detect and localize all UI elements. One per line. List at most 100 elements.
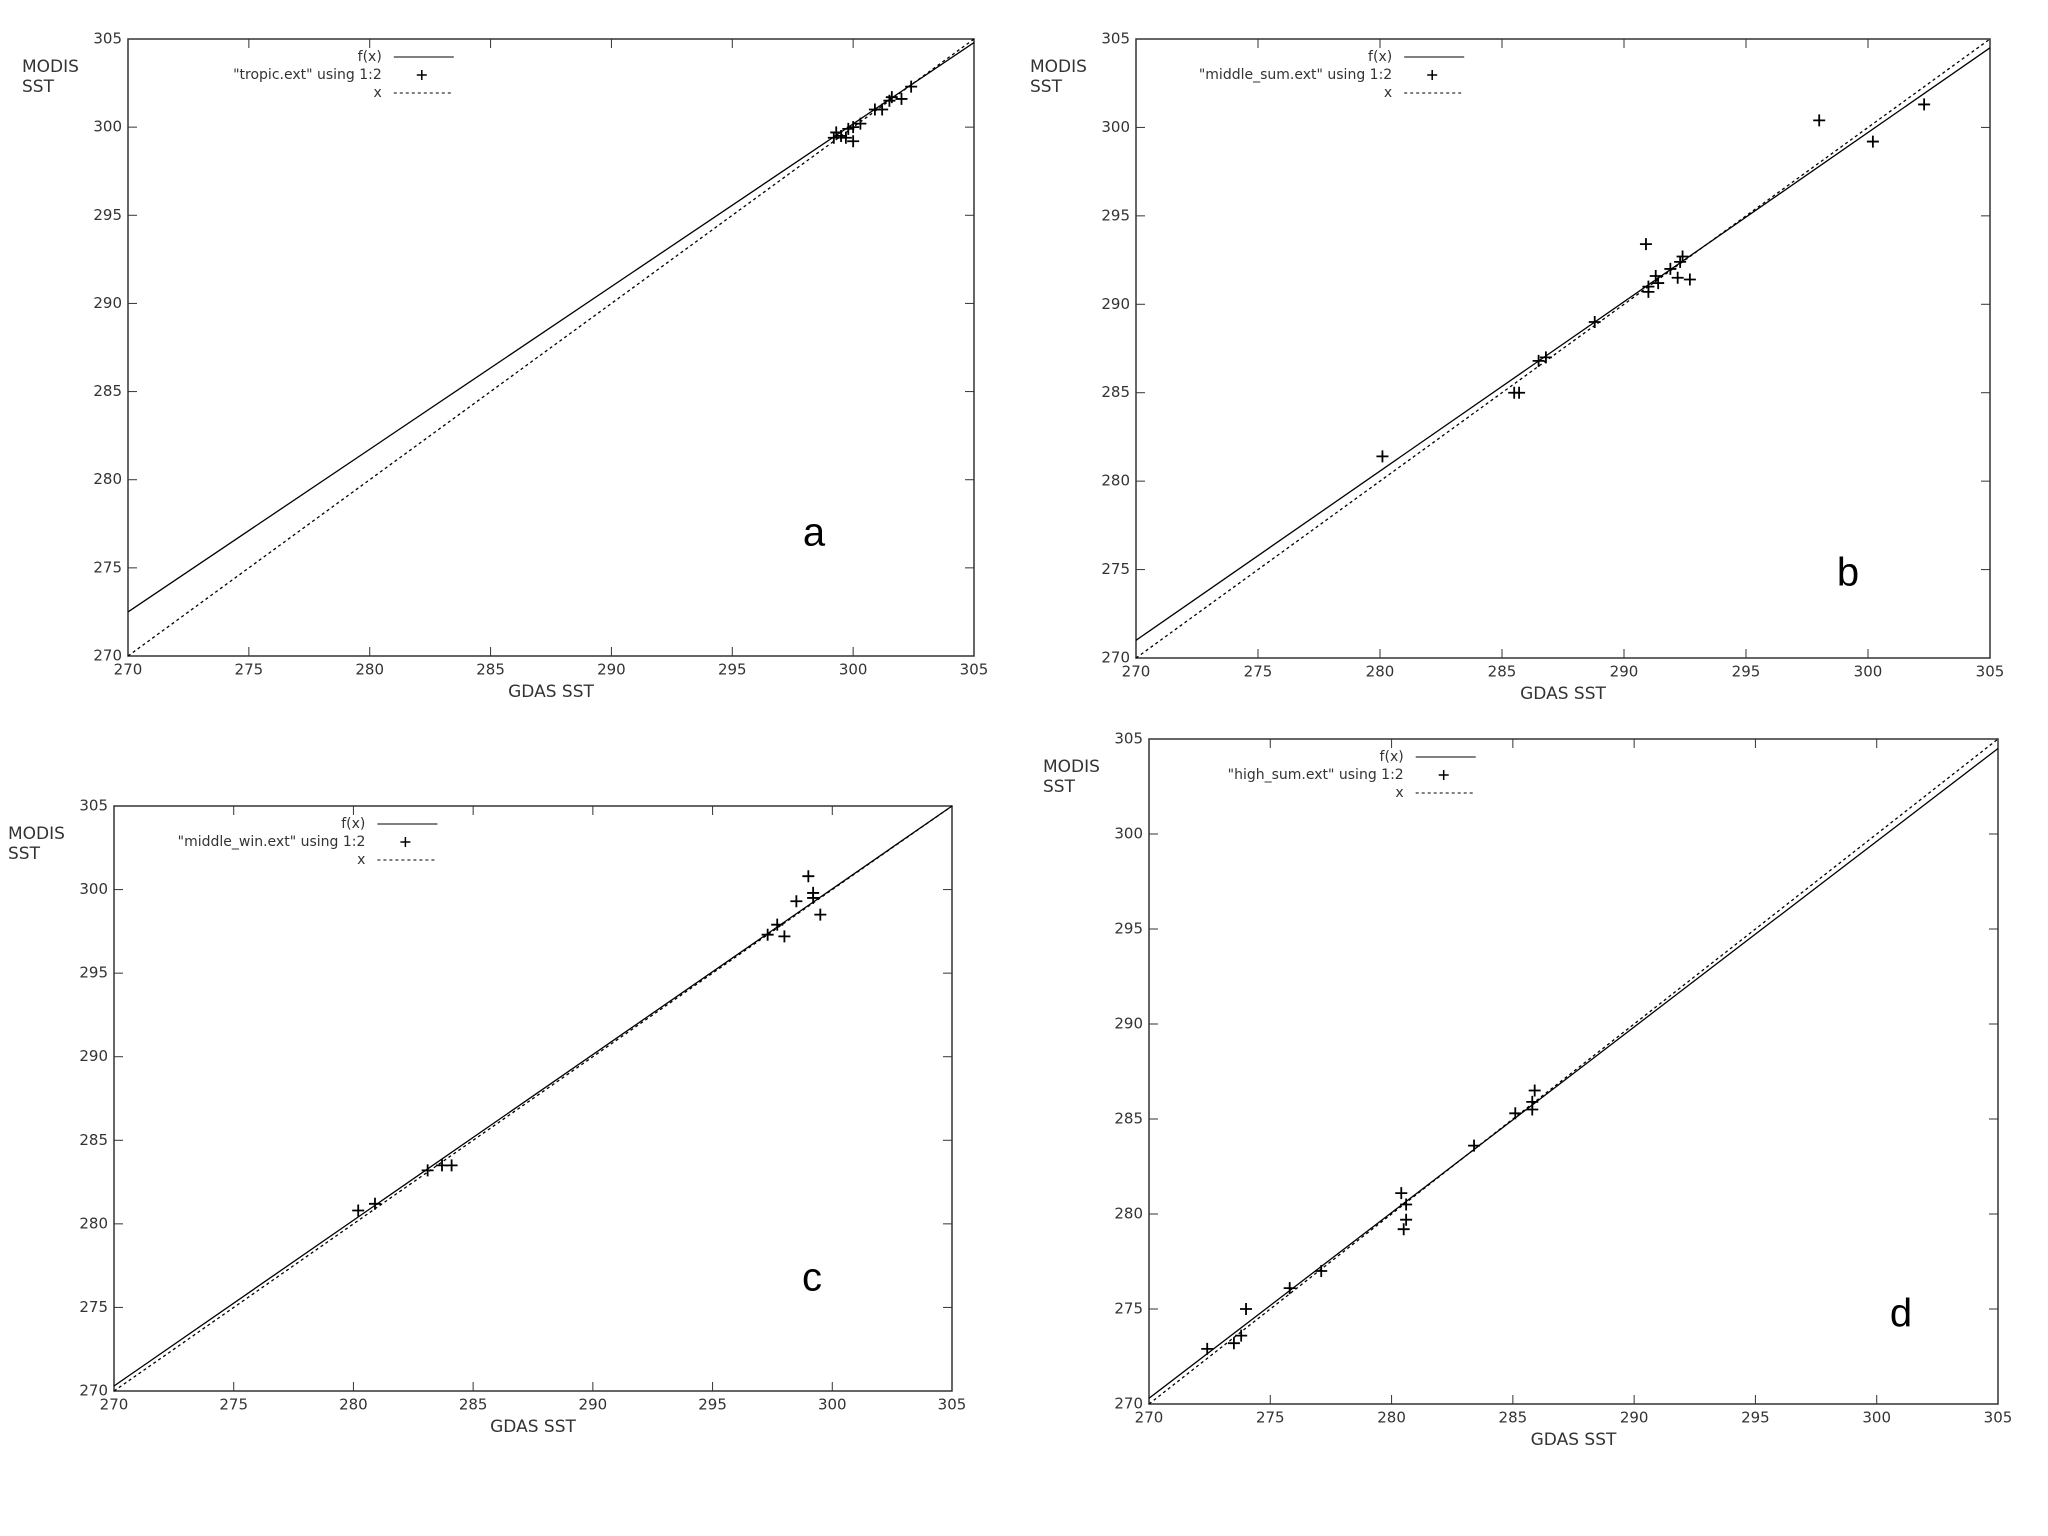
point: [1526, 1095, 1539, 1108]
panel-label: a: [803, 511, 826, 555]
y-tick-label: 300: [93, 118, 122, 136]
y-tick-label: 275: [79, 1298, 108, 1316]
legend-marker: [1438, 770, 1449, 780]
point: [1227, 1337, 1240, 1350]
fit-line: [127, 41, 975, 613]
x-tick-label: 300: [1854, 663, 1883, 681]
point: [842, 122, 855, 135]
x-tick-label: 275: [219, 1396, 248, 1414]
legend-label: "middle_win.ext" using 1:2: [178, 834, 366, 850]
y-tick-label: 280: [1114, 1205, 1143, 1223]
fit-line: [113, 805, 953, 1387]
legend-label: f(x): [341, 816, 365, 832]
y-tick-label: 270: [1114, 1395, 1143, 1413]
point: [814, 908, 827, 921]
x-tick-label: 295: [698, 1396, 727, 1414]
fit-line: [1135, 47, 1991, 641]
plot-frame: [1135, 38, 1991, 659]
point: [1649, 269, 1662, 282]
y-tick-label: 275: [93, 558, 122, 576]
y-axis-label: SST: [1043, 777, 1076, 797]
point: [761, 928, 774, 941]
x-axis-label: GDAS SST: [508, 682, 594, 702]
x-tick-label: 280: [1366, 663, 1395, 681]
point: [1397, 1223, 1410, 1236]
y-tick-label: 300: [79, 880, 108, 898]
legend-label: x: [1384, 85, 1392, 101]
x-tick-label: 300: [818, 1396, 847, 1414]
point: [1813, 114, 1826, 127]
x-tick-label: 305: [1984, 1409, 2013, 1427]
point: [1513, 386, 1526, 399]
legend-label: f(x): [358, 49, 382, 65]
y-tick-label: 295: [79, 964, 108, 982]
point: [847, 135, 860, 148]
y-axis-label: MODIS: [8, 824, 65, 844]
point: [771, 918, 784, 931]
x-axis-label: GDAS SST: [1531, 1430, 1617, 1450]
fit-line: [113, 805, 953, 1392]
point: [421, 1164, 434, 1177]
x-tick-label: 295: [1741, 1409, 1770, 1427]
x-tick-label: 290: [597, 661, 626, 679]
y-axis-label: MODIS: [1043, 757, 1100, 777]
x-tick-label: 285: [459, 1396, 488, 1414]
y-axis-label: SST: [8, 844, 41, 864]
legend-marker: [416, 70, 427, 80]
x-tick-label: 285: [1499, 1409, 1528, 1427]
y-tick-label: 305: [79, 797, 108, 815]
x-tick-label: 290: [1610, 663, 1639, 681]
point: [352, 1204, 365, 1217]
y-tick-label: 285: [93, 382, 122, 400]
panel-label: d: [1890, 1292, 1912, 1336]
point: [1468, 1139, 1481, 1152]
point: [368, 1197, 381, 1210]
x-tick-label: 305: [1976, 663, 2005, 681]
point: [895, 92, 908, 105]
legend-label: x: [374, 85, 382, 101]
point: [1395, 1187, 1408, 1200]
y-tick-label: 275: [1101, 560, 1130, 578]
x-tick-label: 275: [1244, 663, 1273, 681]
x-tick-label: 275: [235, 661, 264, 679]
x-tick-label: 300: [1862, 1409, 1891, 1427]
x-tick-label: 290: [1620, 1409, 1649, 1427]
x-tick-label: 285: [1488, 663, 1517, 681]
y-tick-label: 295: [1114, 920, 1143, 938]
y-tick-label: 275: [1114, 1300, 1143, 1318]
x-tick-label: 270: [114, 661, 143, 679]
x-tick-label: 305: [960, 661, 989, 679]
panel-label: b: [1837, 551, 1859, 595]
fit-line: [1135, 38, 1991, 659]
plot-frame: [127, 38, 975, 657]
x-tick-label: 290: [579, 1396, 608, 1414]
point: [1528, 1084, 1541, 1097]
point: [1315, 1265, 1328, 1277]
point: [778, 930, 791, 943]
point: [1664, 262, 1677, 275]
x-axis-label: GDAS SST: [490, 1417, 576, 1437]
x-tick-label: 280: [1377, 1409, 1406, 1427]
point: [1240, 1303, 1253, 1315]
point: [1639, 238, 1652, 251]
point: [1400, 1198, 1413, 1211]
point: [905, 80, 918, 93]
fit-line: [1148, 738, 1999, 1405]
y-tick-label: 305: [93, 30, 122, 48]
point: [1676, 250, 1689, 263]
y-axis-label: MODIS: [1030, 57, 1087, 77]
legend-label: f(x): [1368, 49, 1392, 65]
point: [445, 1159, 458, 1172]
fit-line: [127, 38, 975, 657]
point: [1235, 1329, 1248, 1342]
y-tick-label: 305: [1101, 30, 1130, 48]
point: [1652, 277, 1665, 290]
point: [1201, 1342, 1214, 1355]
x-tick-label: 300: [839, 661, 868, 679]
y-tick-label: 290: [93, 294, 122, 312]
point: [807, 891, 820, 904]
panel-label: c: [802, 1256, 822, 1300]
point: [790, 895, 803, 908]
y-axis-label: SST: [22, 77, 55, 97]
point: [830, 126, 843, 139]
